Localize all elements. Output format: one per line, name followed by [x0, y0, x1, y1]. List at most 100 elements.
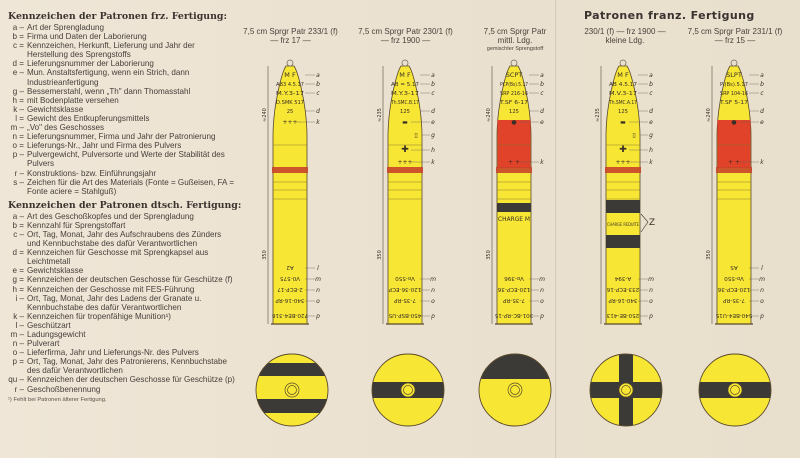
legend-letter: o = [12, 141, 24, 151]
marking-letter: b [649, 81, 653, 88]
marking-letter: m [430, 276, 436, 283]
legend-letter: b = [12, 220, 24, 230]
body-marking: ✚ [401, 145, 409, 155]
dimension-label: 350 [706, 250, 712, 260]
charge-label: CHARGE M [498, 216, 530, 223]
legend-letter: b = [12, 32, 24, 42]
footnote: ¹) Fehlt bei Patronen älterer Fertigung. [8, 396, 107, 403]
dimension-label: ≈240 [706, 108, 712, 122]
legend-letter: h = [12, 284, 24, 294]
legend-item: b = Firma und Daten der Laborierung [4, 32, 236, 41]
legend-french-title: Kennzeichen der Patronen frz. Fertigung: [8, 11, 227, 22]
legend-text: Pulverart [27, 339, 60, 349]
legend-letter: p = [12, 357, 24, 367]
primer [403, 385, 413, 395]
legend-item: n = Lieferungsnummer, Firma und Jahr der … [4, 132, 236, 141]
legend-item: l = Gewicht des Entkupferungsmittels [4, 114, 236, 123]
marking-letter: d [760, 108, 764, 115]
base-marking: V0-575 [280, 275, 301, 281]
body-marking: + + [508, 159, 520, 166]
marking-letter: e [540, 119, 544, 126]
body-marking: ▬ [620, 119, 626, 126]
legend-item: c = Kennzeichen, Herkunft, Lieferung und … [4, 41, 236, 59]
base-black-segment [479, 354, 551, 379]
legend-item: o – Lieferfirma, Jahr und Lieferungs-Nr. … [4, 348, 236, 357]
driving-band [605, 167, 641, 173]
legend-letter: m – [10, 330, 25, 339]
legend-text: Konstruktions- bzw. Einführungsjahr [27, 168, 157, 178]
cartridge-body [272, 65, 308, 325]
marking-letter: b [316, 81, 320, 88]
marking-letter: a [431, 72, 435, 79]
legend-text: Gewichtsklasse [27, 266, 84, 276]
legend-text: Ort, Tag, Monat, Jahr des Patronierens, … [27, 357, 228, 376]
dimension-label: ≈240 [262, 108, 268, 122]
marking-letter: p [648, 313, 653, 320]
marking-letter: k [760, 159, 764, 166]
cartridge-3: CHARGE M SCPT a PCP(Bs).5.17 b SRP 216-16 c T.S… [486, 59, 545, 325]
legend-item: a – Art der Sprengladung [4, 23, 236, 32]
base-black-band [256, 399, 328, 413]
fold-line [555, 0, 556, 458]
legend-letter: n = [12, 132, 24, 142]
cartridge-2: M F a AB = 5.17 b M.Y.3-17 c Th.SMC.B.17 125 d ▬ e… [377, 59, 436, 325]
legend-letter: c – [13, 229, 24, 239]
dimension-label: ≈240 [486, 108, 492, 122]
legend-item: p = Ort, Tag, Monat, Jahr des Patronieren… [4, 357, 236, 375]
legend-letter: n – [12, 339, 24, 349]
caption-line1: 7,5 cm Sprgr Patr 231/1 (f) [687, 27, 783, 36]
legend-text: Ort, Tag, Monat, Jahr des Aufschraubens … [27, 229, 222, 249]
marking-letter: o [649, 298, 653, 305]
caption-line2: mittl. Ldg. [497, 36, 533, 45]
legend-text: Lieferungsnummer, Firma und Jahr der Pat… [27, 132, 216, 142]
legend-item: k – Kennzeichen für tropenfähige Munition… [4, 312, 236, 321]
nose-marking: M.Y.3-17 [276, 91, 304, 97]
cartridge-body [387, 65, 423, 325]
legend-item: e = Gewichtsklasse [4, 266, 236, 275]
nose-marking: AB 4.5.17 [609, 82, 637, 88]
marking-letter: o [540, 298, 544, 305]
driving-band [496, 167, 532, 173]
marking-letter: c [540, 90, 544, 97]
red-marking-band [717, 120, 751, 168]
cartridge-caption: 7,5 cm Sprgr Patr mittl. Ldg. gemischter S… [470, 27, 560, 54]
cartridge-caption: 7,5 cm Sprgr Patr 233/1 (f) — frz 17 — [233, 27, 348, 45]
driving-band [272, 167, 308, 173]
legend-item: g = Kennzeichen der deutschen Geschosse f… [4, 275, 236, 284]
legend-item: e – Mun. Anstaltsfertigung, wenn ein Stri… [4, 68, 236, 86]
nose-marking: SLPT [726, 71, 742, 79]
driving-band [387, 167, 423, 173]
red-marking-band [497, 120, 531, 168]
legend-german: Kennzeichen der Patronen dtsch. Fertigun… [4, 200, 241, 394]
legend-letter: d = [12, 59, 24, 69]
marking-letter: m [315, 276, 321, 283]
base-marking: 7-35-RP [393, 297, 416, 303]
marking-letter: a [540, 72, 544, 79]
marking-letter: a [316, 72, 320, 79]
legend-item: o = Lieferungs-Nr., Jahr und Firma des Pu… [4, 141, 236, 150]
legend-item: s – Zeichen für die Art des Materials (Fo… [4, 178, 236, 196]
legend-text: Lieferungs-Nr., Jahr und Firma des Pulve… [27, 141, 182, 151]
marking-letter: g [431, 132, 435, 139]
marking-letter: d [649, 108, 653, 115]
marking-letter: o [760, 298, 764, 305]
legend-item: a – Art des Geschoßkopfes und der Sprengl… [4, 212, 236, 221]
cartridge-caption: 7,5 cm Sprgr Patr 230/1 (f) — frz 1900 — [348, 27, 463, 45]
legend-text: Lieferungsnummer der Laborierung [27, 59, 154, 69]
legend-item: d = Lieferungsnummer der Laborierung [4, 59, 236, 68]
legend-letter: e = [12, 266, 24, 276]
marking-letter: o [316, 298, 320, 305]
fuze-ring [401, 59, 409, 67]
black-band [606, 235, 640, 248]
body-marking: ● [731, 119, 736, 126]
legend-text: Gewicht des Entkupferungsmittels [27, 113, 150, 123]
marking-letter: l [317, 265, 319, 272]
legend-text: Geschoßbenennung [27, 384, 101, 394]
caption-line2: — frz 17 — [270, 36, 311, 45]
nose-marking: M.Y.3-17 [391, 91, 419, 97]
marking-letter: b [540, 81, 544, 88]
legend-item: h = mit Bodenplatte versehen [4, 96, 236, 105]
legend-text: Bessemerstahl, wenn „Th" dann Thomasstah… [27, 86, 191, 96]
body-marking: ● [511, 119, 516, 126]
